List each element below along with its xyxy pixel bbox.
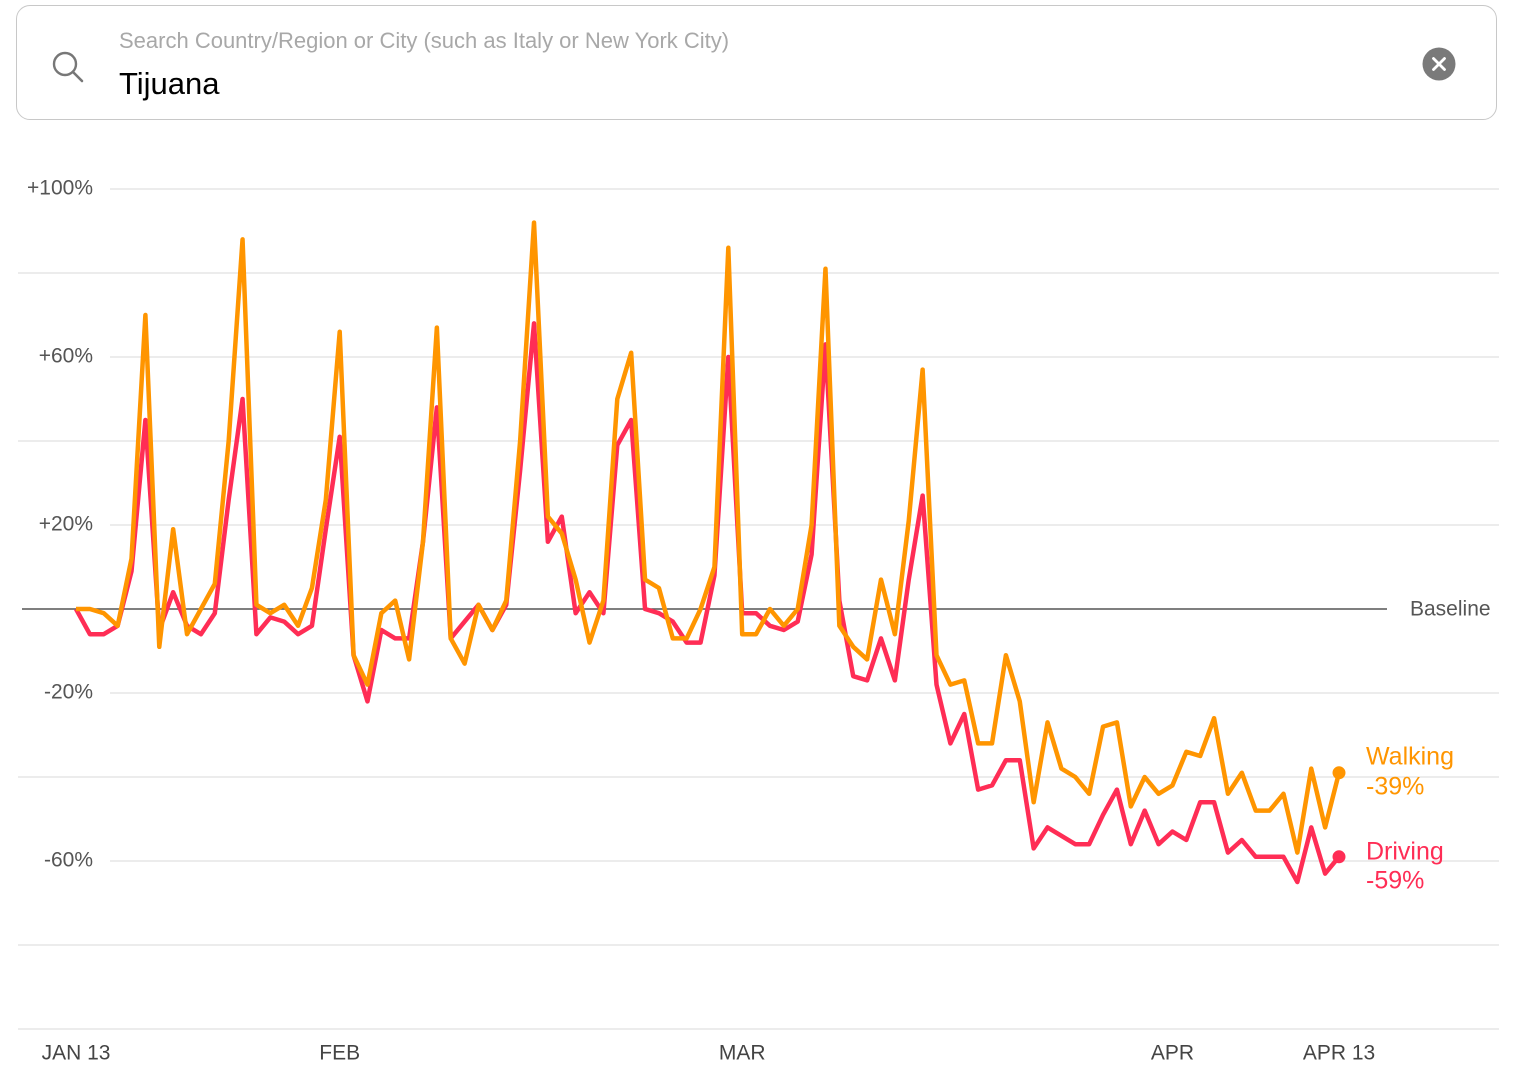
x-tick-label: JAN 13 — [42, 1042, 111, 1065]
series-name: Driving — [1366, 838, 1444, 866]
series-line — [76, 220, 1342, 855]
end-dot — [1332, 850, 1346, 864]
y-tick-label: +100% — [27, 177, 93, 200]
value-label: -59% — [1366, 867, 1424, 895]
x-tick-label: APR 13 — [1303, 1042, 1375, 1065]
search-icon — [52, 51, 84, 83]
y-tick-label: -20% — [44, 681, 93, 704]
series-line — [74, 321, 1341, 885]
search-field[interactable]: Search Country/Region or City (such as I… — [16, 5, 1497, 120]
baseline-label: Baseline — [1410, 598, 1491, 621]
x-tick-label: FEB — [319, 1042, 360, 1065]
x-tick-label: MAR — [719, 1042, 766, 1065]
search-value: Tijuana — [119, 66, 220, 101]
y-tick-label: +20% — [39, 513, 93, 536]
series-name: Walking — [1366, 743, 1454, 771]
value-label: -39% — [1366, 773, 1424, 801]
y-tick-label: +60% — [39, 345, 93, 368]
x-tick-label: APR — [1151, 1042, 1194, 1065]
y-tick-label: -60% — [44, 849, 93, 872]
clear-button[interactable] — [1422, 47, 1456, 81]
search-placeholder: Search Country/Region or City (such as I… — [119, 28, 730, 53]
end-dot — [1332, 766, 1346, 780]
